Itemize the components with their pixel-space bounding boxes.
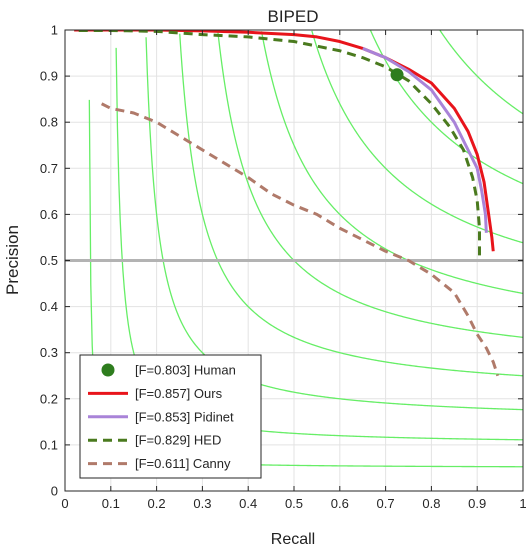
y-tick-label: 0.3 bbox=[40, 345, 58, 360]
x-tick-label: 0.5 bbox=[285, 496, 303, 511]
y-tick-label: 0.5 bbox=[40, 253, 58, 268]
y-tick-label: 0.6 bbox=[40, 207, 58, 222]
x-tick-label: 0.8 bbox=[422, 496, 440, 511]
legend-label: [F=0.803] Human bbox=[135, 363, 236, 378]
legend-label: [F=0.611] Canny bbox=[135, 456, 231, 471]
iso-f-curve bbox=[179, 33, 523, 377]
y-tick-label: 0.4 bbox=[40, 299, 58, 314]
y-tick-label: 0.8 bbox=[40, 115, 58, 130]
legend-label: [F=0.857] Ours bbox=[135, 386, 223, 401]
x-axis-label: Recall bbox=[271, 531, 315, 548]
series-line-2 bbox=[362, 47, 488, 233]
legend-label: [F=0.829] HED bbox=[135, 433, 221, 448]
series-marker-0 bbox=[390, 68, 404, 82]
plot-area: 0 0.1 0.2 0.3 0.4 0.5 0.6 0.7 0.8 0.9 1 0 0.1 0.2 0.3 0… bbox=[40, 23, 527, 512]
x-tick-label: 0.6 bbox=[331, 496, 349, 511]
series-line-4 bbox=[100, 102, 500, 377]
x-tick-label: 0.4 bbox=[239, 496, 257, 511]
y-tick-label: 0 bbox=[51, 484, 58, 499]
y-axis-label: Precision bbox=[3, 225, 22, 295]
y-tick-label: 1 bbox=[51, 23, 58, 38]
legend: [F=0.803] Human [F=0.857] Ours [F=0.853] P… bbox=[79, 354, 262, 479]
iso-f-curve bbox=[439, 30, 523, 115]
legend-marker bbox=[101, 363, 115, 377]
x-tick-label: 0.9 bbox=[468, 496, 486, 511]
x-tick-label: 0.3 bbox=[193, 496, 211, 511]
x-tick-label: 0 bbox=[61, 496, 68, 511]
iso-f-curve bbox=[260, 31, 523, 295]
legend-label: [F=0.853] Pidinet bbox=[135, 409, 234, 424]
x-tick-label: 1 bbox=[519, 496, 526, 511]
x-tick-label: 0.1 bbox=[102, 496, 120, 511]
iso-f-curve bbox=[217, 31, 523, 338]
y-tick-label: 0.9 bbox=[40, 69, 58, 84]
iso-f-curve bbox=[311, 30, 523, 244]
chart-title: BIPED bbox=[267, 7, 318, 26]
y-tick-label: 0.7 bbox=[40, 161, 58, 176]
x-tick-label: 0.2 bbox=[148, 496, 166, 511]
y-tick-label: 0.1 bbox=[40, 437, 58, 452]
y-tick-label: 0.2 bbox=[40, 391, 58, 406]
x-tick-label: 0.7 bbox=[377, 496, 395, 511]
series-line-3 bbox=[78, 30, 481, 261]
